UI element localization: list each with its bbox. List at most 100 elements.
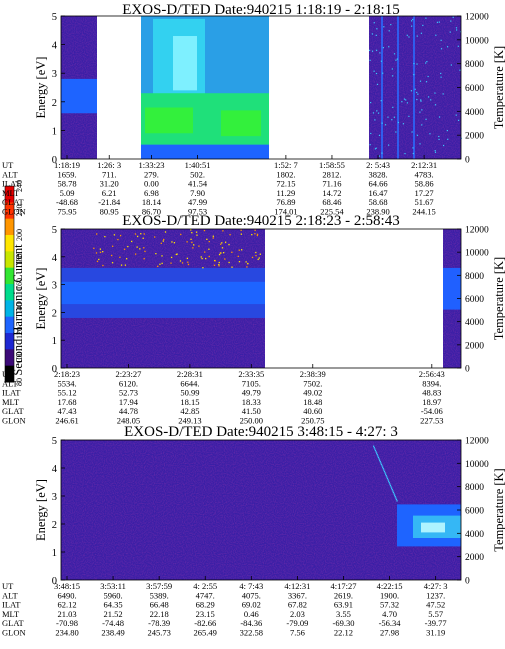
speckle (395, 497, 397, 499)
speckle (369, 144, 371, 146)
speckle (200, 256, 202, 258)
speckle (397, 121, 400, 124)
speckle (381, 122, 383, 124)
speckle (193, 244, 195, 246)
speckle (440, 72, 442, 75)
orbit-row-label: ALT (2, 590, 19, 600)
speckle (369, 49, 371, 51)
speckle (401, 101, 403, 103)
speckle (452, 16, 454, 18)
y-tick-label: 3 (52, 492, 57, 503)
speckle (391, 68, 393, 70)
speckle (247, 262, 249, 265)
speckle (376, 110, 378, 112)
speckle (218, 263, 220, 266)
orbit-value: 238.49 (101, 628, 124, 638)
colorbar-ticks: 80 100 120 140 160 180 200 220 240 (15, 180, 24, 386)
y-axis-label: Energy [eV] (34, 57, 48, 119)
speckle (111, 254, 113, 257)
speckle (413, 62, 415, 65)
speckle (231, 251, 233, 253)
orbit-value: 16.47 (368, 188, 387, 198)
speckle (198, 245, 200, 247)
speckle (255, 255, 257, 257)
speckle (113, 234, 116, 236)
feature-cell (141, 144, 269, 159)
speckle (388, 46, 390, 48)
speckle (208, 248, 210, 250)
orbit-row-label: ALT (2, 378, 19, 388)
y-tick-label-right: 8000 (465, 483, 484, 493)
orbit-value: 72.15 (276, 179, 295, 189)
speckle (208, 255, 210, 258)
speckle (196, 234, 198, 236)
speckle (179, 260, 182, 262)
orbit-value: 4075. (242, 590, 261, 600)
orbit-value: 58.68 (368, 197, 387, 207)
speckle (436, 21, 439, 23)
background-grain (61, 440, 461, 580)
orbit-value: 41.50 (242, 406, 261, 416)
colorbar-swatch (5, 316, 14, 334)
speckle (371, 50, 374, 52)
speckle (127, 245, 129, 248)
speckle (379, 52, 381, 54)
orbit-value: 1:18:19 (54, 160, 80, 170)
speckle (191, 241, 193, 244)
speckle (187, 263, 190, 266)
intensity-band (61, 78, 97, 114)
speckle (450, 20, 452, 22)
speckle (419, 143, 421, 145)
speckle (419, 80, 422, 82)
speckle (259, 253, 262, 255)
orbit-value: 265.49 (194, 628, 217, 638)
speckle (456, 29, 458, 31)
orbit-value: -39.77 (425, 618, 447, 628)
orbit-value: 245.73 (147, 628, 170, 638)
speckle (173, 242, 176, 244)
speckle (387, 479, 389, 481)
speckle (160, 242, 162, 245)
speckle (117, 238, 119, 241)
y-axis-left: 0 1 2 3 4 5 Energy [eV] (34, 436, 65, 587)
intensity-streak (413, 16, 415, 159)
y-tick-label-right: 4000 (465, 108, 484, 118)
speckle (376, 28, 378, 30)
y-tick-label: 3 (52, 69, 57, 80)
orbit-value: 250.75 (301, 416, 324, 426)
orbit-value: 246.61 (55, 416, 78, 426)
orbit-value: -78.39 (148, 618, 170, 628)
y-tick-label-right: 2000 (465, 553, 484, 563)
orbit-value: 5389. (150, 590, 169, 600)
speckle (455, 114, 457, 116)
orbit-value: 97.53 (188, 207, 207, 217)
orbit-value: 18.97 (422, 397, 441, 407)
orbit-value: 2812. (322, 169, 341, 179)
speckle (392, 75, 394, 77)
speckle (375, 451, 377, 453)
y-tick-label-right: 12000 (465, 437, 489, 447)
speckle (374, 449, 377, 452)
orbit-value: 17.27 (415, 188, 434, 198)
speckle (414, 88, 416, 90)
speckle (382, 47, 385, 49)
speckle (229, 233, 231, 236)
colorbar-swatch (5, 186, 14, 203)
orbit-value: 1900. (380, 590, 399, 600)
speckle (213, 264, 216, 266)
panel-2: EXOS-D/TED Date:940215 2:18:23 - 2:58:43… (2, 213, 505, 426)
orbit-value: 64.66 (368, 179, 387, 189)
orbit-row-label: ALT (2, 169, 19, 179)
orbit-value: 7105. (242, 378, 261, 388)
orbit-value: -79.09 (286, 618, 308, 628)
speckle (396, 58, 398, 60)
speckle (420, 32, 423, 34)
speckle (380, 462, 382, 464)
speckle (99, 251, 102, 254)
y-tick-label: 1 (52, 548, 57, 559)
orbit-value: 1237. (426, 590, 445, 600)
speckle (371, 33, 373, 35)
colorbar-tick-label: 160 (15, 278, 24, 290)
speckle (378, 155, 381, 157)
panel-3: EXOS-D/TED Date:940215 3:48:15 - 4:27: 3… (2, 424, 505, 638)
